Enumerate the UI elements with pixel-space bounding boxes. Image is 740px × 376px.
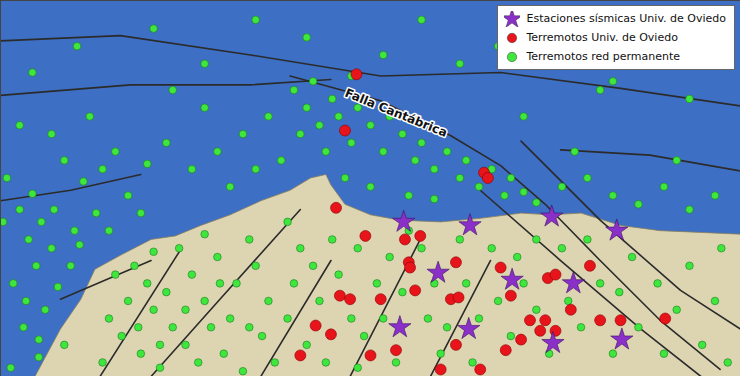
html-text:Terremotos Univ. de Oviedo: Terremotos Univ. de Oviedo [526, 31, 678, 44]
html-text:Terremotos red permanente: Terremotos red permanente [526, 50, 680, 63]
svg-text:Falla Cantábrica: Falla Cantábrica [343, 86, 450, 140]
html-text:Estaciones sísmicas Univ. de O: Estaciones sísmicas Univ. de Oviedo [526, 12, 726, 25]
